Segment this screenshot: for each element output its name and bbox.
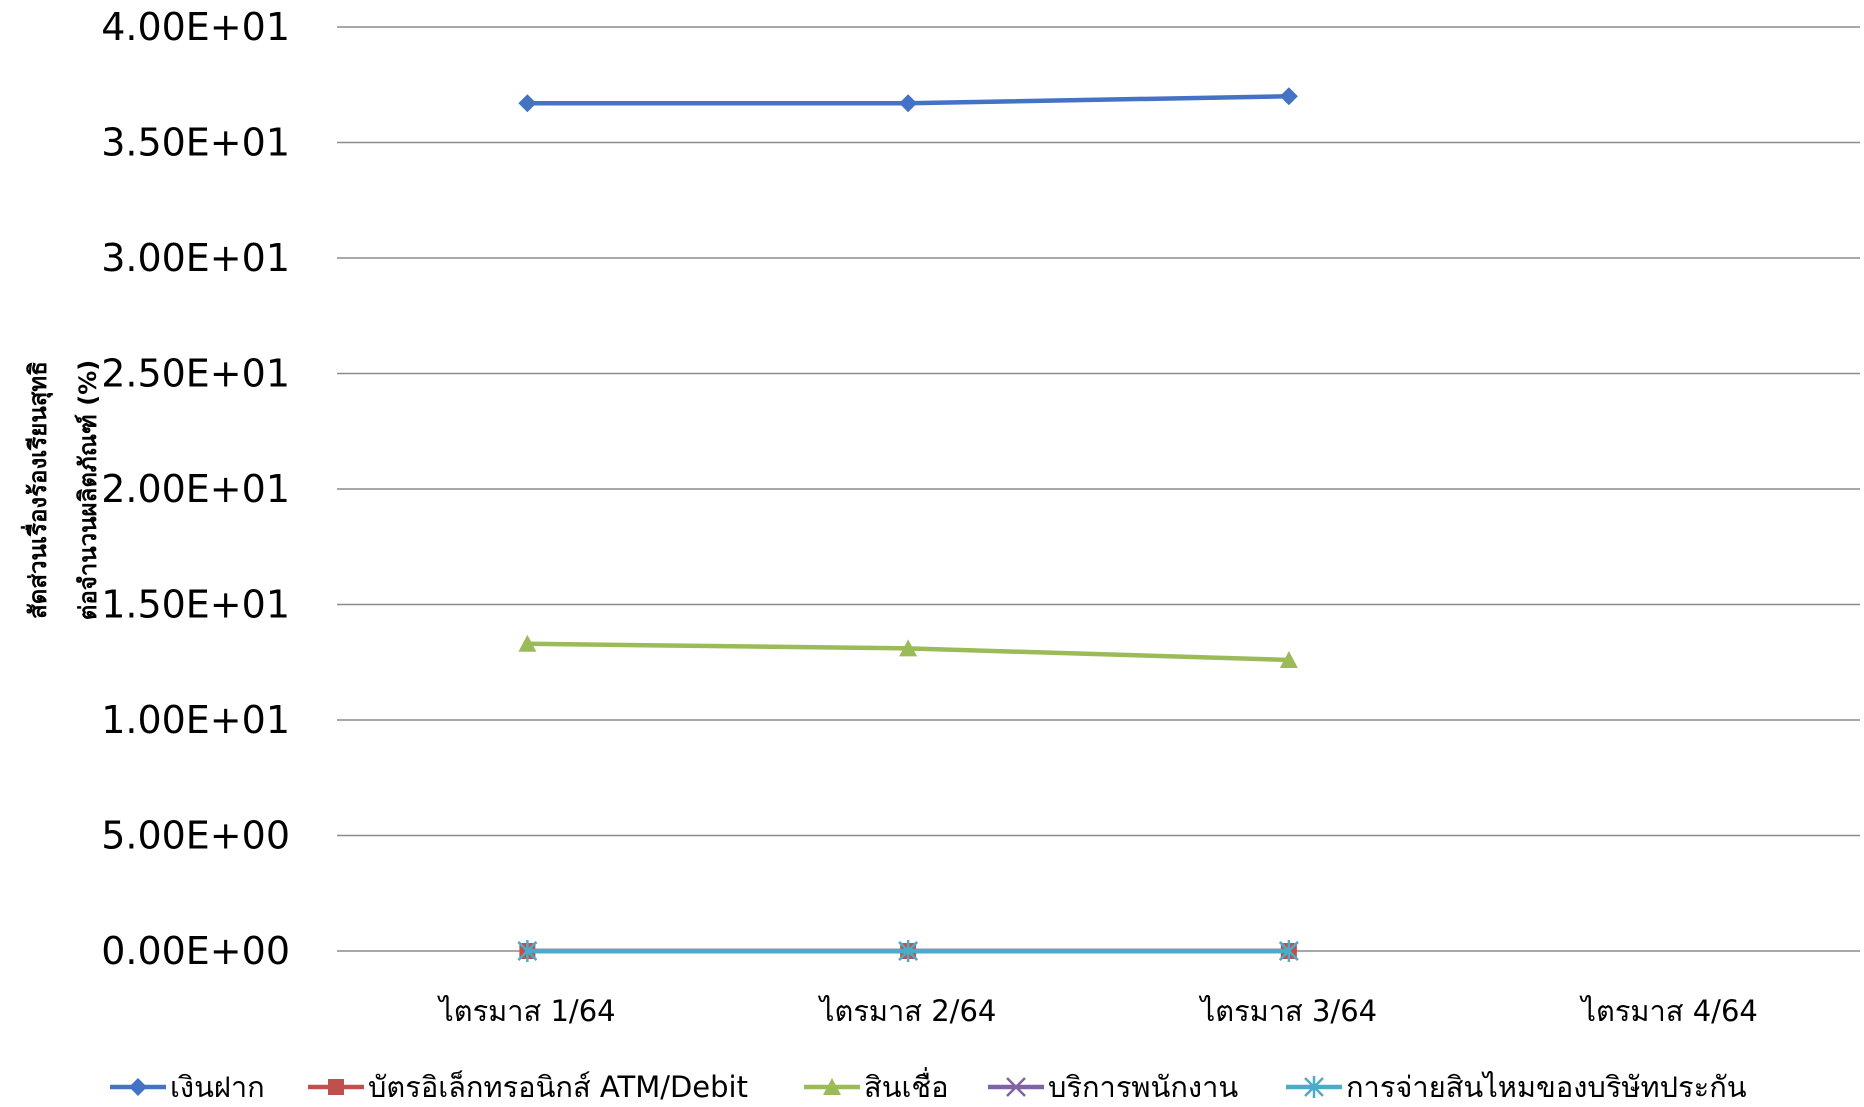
data-point (899, 94, 918, 113)
y-axis-title-line: ต่อจำนวนผลิตภัณฑ์ (%) (74, 360, 102, 621)
legend-item: บัตรอิเล็กทรอนิกส์ ATM/Debit (308, 1069, 748, 1104)
y-axis-title: สัดส่วนเรื่องร้องเรียนสุทธิ ต่อจำนวนผลิตภ… (20, 360, 102, 621)
legend-marker (823, 1078, 841, 1095)
x-tick-label: ไตรมาส 3/64 (1199, 994, 1377, 1028)
series-line (518, 634, 1298, 668)
data-point (517, 940, 538, 962)
legend-item: สินเชื่อ (804, 1067, 949, 1104)
y-tick-label: 1.50E+01 (101, 583, 290, 627)
y-tick-label: 5.00E+00 (101, 814, 290, 858)
legend-label: การจ่ายสินไหมของบริษัทประกัน (1346, 1070, 1747, 1104)
data-point (518, 634, 537, 652)
legend-item: เงินฝาก (110, 1070, 265, 1104)
data-point (899, 639, 918, 657)
legend-label: เงินฝาก (170, 1070, 265, 1104)
y-axis-label: สัดส่วนเรื่องร้องเรียนสุทธิ ต่อจำนวนผลิตภ… (20, 360, 102, 621)
x-tick-label: ไตรมาส 4/64 (1579, 994, 1757, 1028)
legend-marker (129, 1078, 147, 1096)
y-tick-label: 4.00E+01 (101, 5, 290, 49)
y-tick-label: 2.00E+01 (101, 467, 290, 511)
y-axis-title-line: สัดส่วนเรื่องร้องเรียนสุทธิ (20, 361, 54, 619)
grid-lines (337, 26, 1860, 952)
y-tick-label: 3.50E+01 (101, 121, 290, 165)
legend-marker (1006, 1077, 1026, 1097)
legend-label: สินเชื่อ (864, 1067, 949, 1104)
y-tick-label: 2.50E+01 (101, 352, 290, 396)
y-tick-labels: 0.00E+00 5.00E+00 1.00E+01 1.50E+01 2.00E+01… (101, 5, 290, 973)
series-line (518, 87, 1298, 113)
data-point (1279, 650, 1298, 668)
y-tick-label: 1.00E+01 (101, 698, 290, 742)
data-point (518, 94, 537, 113)
y-tick-label: 3.00E+01 (101, 236, 290, 280)
series-line (517, 940, 1299, 962)
legend: เงินฝาก บัตรอิเล็กทรอนิกส์ ATM/Debit สินเช… (110, 1067, 1747, 1104)
legend-label: บัตรอิเล็กทรอนิกส์ ATM/Debit (368, 1069, 748, 1104)
data-point (1279, 87, 1298, 106)
legend-marker (1304, 1076, 1324, 1098)
x-tick-labels: ไตรมาส 1/64 ไตรมาส 2/64 ไตรมาส 3/64 ไตรมาส … (437, 994, 1758, 1028)
x-tick-label: ไตรมาส 2/64 (818, 994, 996, 1028)
y-tick-label: 0.00E+00 (101, 929, 290, 973)
x-tick-label: ไตรมาส 1/64 (437, 994, 615, 1028)
legend-label: บริการพนักงาน (1048, 1070, 1238, 1104)
legend-item: บริการพนักงาน (988, 1070, 1238, 1104)
legend-item: การจ่ายสินไหมของบริษัทประกัน (1286, 1070, 1747, 1104)
data-point (898, 940, 919, 962)
legend-marker (328, 1079, 344, 1095)
data-point (1278, 940, 1299, 962)
series-group (517, 87, 1299, 962)
